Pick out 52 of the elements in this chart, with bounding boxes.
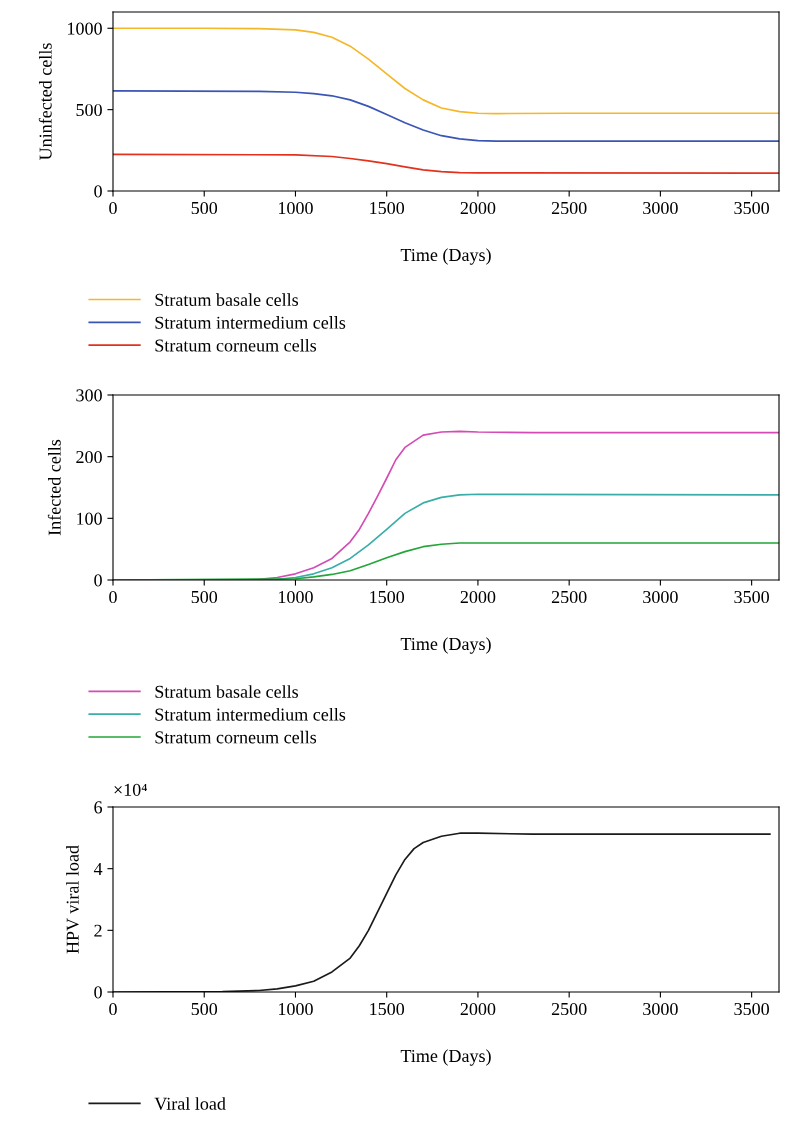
y-tick-label: 2 [94, 924, 102, 937]
legend-label: Stratum intermedium cells [155, 316, 346, 329]
y-tick-label: 6 [94, 801, 103, 814]
legend-label: Stratum corneum cells [155, 338, 317, 352]
legend-label: Stratum basale cells [155, 685, 299, 698]
x-tick-label: 0 [109, 590, 117, 604]
y-tick-label: 100 [77, 512, 102, 525]
y-tick-label: 500 [76, 103, 102, 117]
x-tick-label: 3500 [734, 1002, 769, 1016]
legend-label: Stratum corneum cells [155, 730, 317, 744]
line-series [113, 27, 779, 115]
y-axis-title: Uninfected cells [38, 43, 52, 161]
text: ×10⁴ [114, 783, 148, 796]
x-tick-label: 1000 [279, 201, 313, 215]
line-series [113, 153, 779, 174]
x-tick-label: 3500 [734, 590, 769, 604]
y-tick-label: 0 [94, 574, 102, 587]
y-axis-title: HPV viral load [66, 845, 79, 954]
x-tick-label: 3500 [734, 201, 769, 215]
x-tick-label: 1000 [279, 590, 313, 604]
y-tick-label: 1000 [68, 22, 102, 35]
x-axis-title: Time (Days) [400, 1049, 491, 1066]
y-axis-title: Infected cells [47, 439, 61, 536]
x-tick-label: 500 [191, 590, 218, 604]
x-tick-label: 1000 [279, 1002, 313, 1016]
x-tick-label: 2000 [460, 1002, 496, 1016]
x-tick-label: 3000 [643, 201, 678, 215]
legend-label: Viral load [154, 1097, 226, 1110]
x-tick-label: 2500 [551, 1002, 587, 1016]
x-tick-label: 3000 [643, 590, 678, 604]
x-tick-label: 2500 [551, 590, 587, 604]
x-tick-label: 2500 [551, 201, 587, 215]
x-tick-label: 500 [191, 201, 218, 215]
legend-label: Stratum basale cells [155, 293, 299, 306]
y-tick-label: 0 [94, 986, 102, 999]
y-tick-label: 4 [93, 863, 103, 875]
x-axis-title: Time (Days) [400, 248, 491, 265]
x-axis-title: Time (Days) [400, 637, 491, 654]
x-tick-label: 0 [109, 201, 117, 215]
y-tick-label: 0 [94, 185, 102, 198]
x-tick-label: 3000 [643, 1002, 678, 1016]
x-tick-label: 0 [109, 1002, 117, 1016]
x-tick-label: 2000 [460, 201, 496, 215]
x-tick-label: 1500 [370, 590, 405, 604]
legend-label: Stratum intermedium cells [155, 707, 346, 721]
x-tick-label: 1500 [370, 1002, 405, 1016]
y-tick-label: 300 [76, 389, 102, 402]
y-tick-label: 200 [76, 450, 102, 464]
x-tick-label: 2000 [460, 590, 496, 604]
x-tick-label: 500 [191, 1002, 218, 1016]
x-tick-label: 1500 [370, 201, 405, 215]
line-series [113, 90, 779, 142]
